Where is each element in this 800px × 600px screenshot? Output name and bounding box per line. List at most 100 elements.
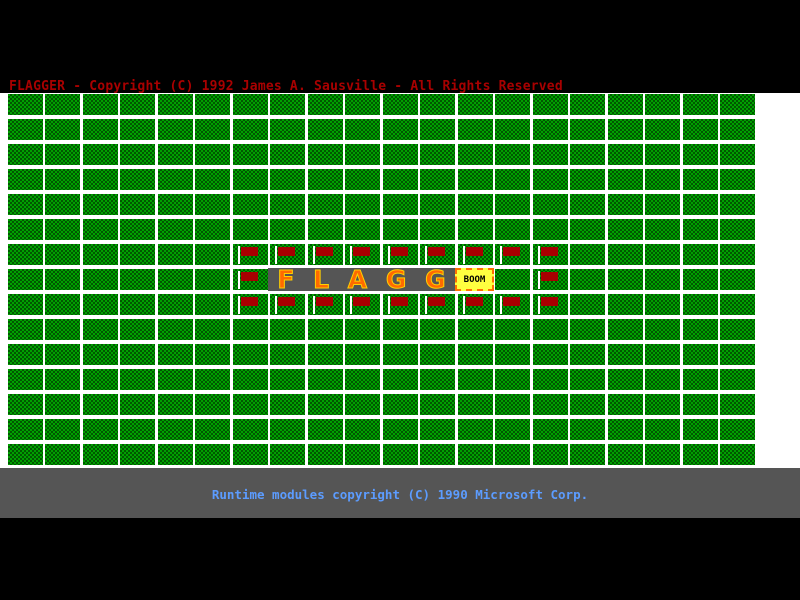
board-cell[interactable] <box>8 319 43 340</box>
board-cell[interactable] <box>158 394 193 415</box>
board-cell[interactable] <box>233 169 268 190</box>
board-cell[interactable] <box>195 244 230 265</box>
board-cell[interactable] <box>495 144 530 165</box>
board-cell[interactable] <box>608 244 643 265</box>
board-cell[interactable] <box>45 244 80 265</box>
board-cell[interactable] <box>270 119 305 140</box>
board-cell[interactable] <box>308 369 343 390</box>
board-cell[interactable] <box>45 144 80 165</box>
board-cell[interactable] <box>720 394 755 415</box>
board-cell[interactable] <box>8 169 43 190</box>
board-cell[interactable] <box>420 319 455 340</box>
board-cell[interactable] <box>8 219 43 240</box>
board-cell[interactable] <box>345 344 380 365</box>
board-cell[interactable] <box>308 419 343 440</box>
board-cell[interactable] <box>720 294 755 315</box>
board-cell[interactable] <box>495 119 530 140</box>
board-cell[interactable] <box>270 394 305 415</box>
board-cell[interactable] <box>533 444 568 465</box>
board-cell[interactable] <box>233 244 268 265</box>
board-cell[interactable] <box>720 269 755 290</box>
board-cell[interactable] <box>270 219 305 240</box>
board-cell[interactable] <box>383 119 418 140</box>
board-cell[interactable] <box>233 419 268 440</box>
board-cell[interactable] <box>308 144 343 165</box>
board-cell[interactable] <box>683 169 718 190</box>
board-cell[interactable] <box>233 444 268 465</box>
board-cell[interactable] <box>683 294 718 315</box>
game-board[interactable] <box>0 93 800 468</box>
board-cell[interactable] <box>533 244 568 265</box>
board-cell[interactable] <box>308 394 343 415</box>
board-cell[interactable] <box>120 219 155 240</box>
board-cell[interactable] <box>120 94 155 115</box>
board-cell[interactable] <box>233 394 268 415</box>
board-cell[interactable] <box>195 394 230 415</box>
board-cell[interactable] <box>495 194 530 215</box>
board-cell[interactable] <box>645 419 680 440</box>
board-cell[interactable] <box>495 319 530 340</box>
board-cell[interactable] <box>270 319 305 340</box>
board-cell[interactable] <box>533 94 568 115</box>
board-cell[interactable] <box>45 369 80 390</box>
board-cell[interactable] <box>608 194 643 215</box>
board-cell[interactable] <box>645 319 680 340</box>
board-cell[interactable] <box>608 94 643 115</box>
board-cell[interactable] <box>458 169 493 190</box>
board-cell[interactable] <box>458 344 493 365</box>
board-cell[interactable] <box>120 319 155 340</box>
board-cell[interactable] <box>458 419 493 440</box>
board-cell[interactable] <box>308 119 343 140</box>
board-cell[interactable] <box>645 194 680 215</box>
board-cell[interactable] <box>683 369 718 390</box>
board-cell[interactable] <box>645 394 680 415</box>
board-cell[interactable] <box>420 369 455 390</box>
board-cell[interactable] <box>458 94 493 115</box>
board-cell[interactable] <box>420 344 455 365</box>
board-cell[interactable] <box>120 244 155 265</box>
board-cell[interactable] <box>345 169 380 190</box>
board-cell[interactable] <box>495 444 530 465</box>
board-cell[interactable] <box>533 319 568 340</box>
board-cell[interactable] <box>720 194 755 215</box>
board-cell[interactable] <box>645 294 680 315</box>
board-cell[interactable] <box>645 119 680 140</box>
board-cell[interactable] <box>458 369 493 390</box>
board-cell[interactable] <box>158 319 193 340</box>
board-cell[interactable] <box>45 419 80 440</box>
board-cell[interactable] <box>195 344 230 365</box>
board-cell[interactable] <box>420 244 455 265</box>
board-cell[interactable] <box>645 269 680 290</box>
board-cell[interactable] <box>420 444 455 465</box>
board-cell[interactable] <box>308 194 343 215</box>
board-cell[interactable] <box>570 344 605 365</box>
board-cell[interactable] <box>720 244 755 265</box>
board-cell[interactable] <box>383 169 418 190</box>
board-cell[interactable] <box>345 194 380 215</box>
board-cell[interactable] <box>683 444 718 465</box>
board-cell[interactable] <box>533 269 568 290</box>
board-cell[interactable] <box>83 344 118 365</box>
board-cell[interactable] <box>308 319 343 340</box>
board-cell[interactable] <box>570 269 605 290</box>
board-cell[interactable] <box>533 394 568 415</box>
board-cell[interactable] <box>683 394 718 415</box>
board-cell[interactable] <box>458 219 493 240</box>
board-cell[interactable] <box>570 119 605 140</box>
board-cell[interactable] <box>345 219 380 240</box>
board-cell[interactable] <box>570 169 605 190</box>
board-cell[interactable] <box>345 319 380 340</box>
board-cell[interactable] <box>8 94 43 115</box>
board-cell[interactable] <box>233 269 268 290</box>
board-cell[interactable] <box>608 319 643 340</box>
board-cell[interactable] <box>495 244 530 265</box>
board-cell[interactable] <box>420 194 455 215</box>
board-cell[interactable] <box>720 344 755 365</box>
board-cell[interactable] <box>45 219 80 240</box>
board-cell[interactable] <box>570 94 605 115</box>
board-cell[interactable] <box>120 444 155 465</box>
board-cell[interactable] <box>458 319 493 340</box>
board-cell[interactable] <box>608 169 643 190</box>
board-cell[interactable] <box>308 444 343 465</box>
board-cell[interactable] <box>8 194 43 215</box>
